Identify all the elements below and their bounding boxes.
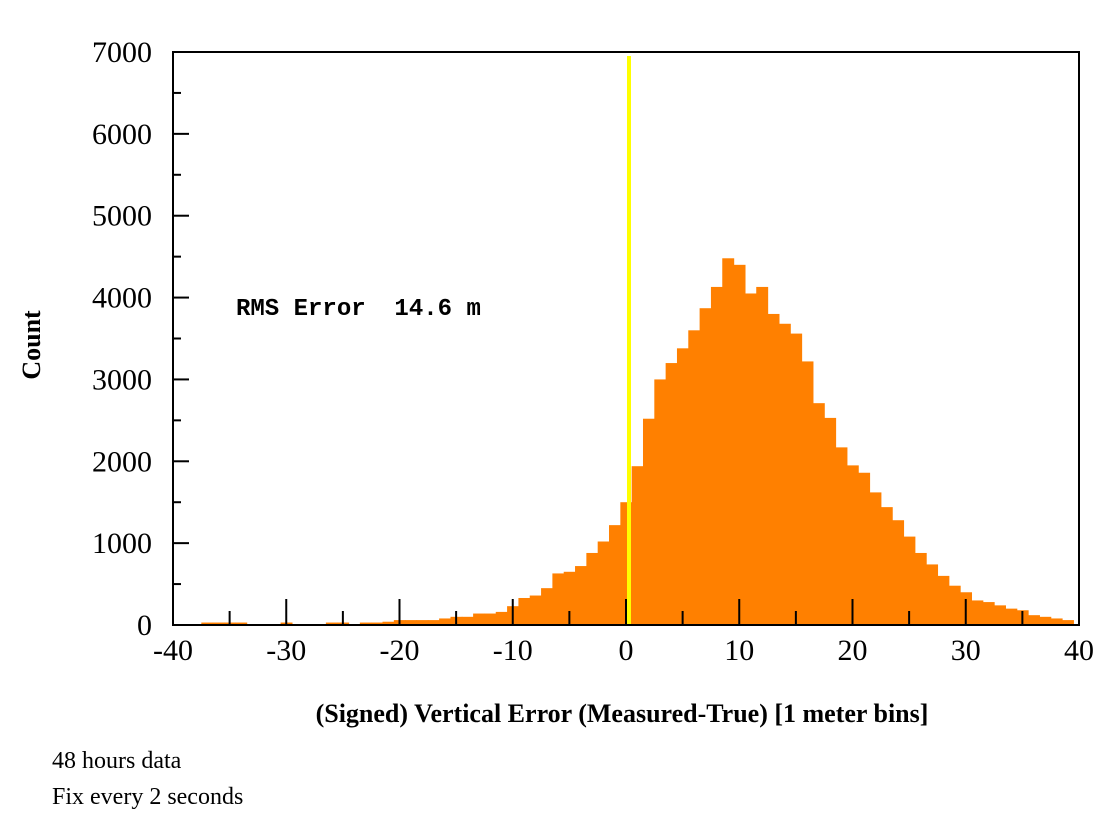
- histogram-bar: [937, 575, 950, 625]
- y-axis-title: Count: [17, 310, 46, 380]
- histogram-bar: [858, 472, 871, 625]
- histogram-bar: [529, 595, 542, 625]
- histogram-bar: [439, 618, 452, 625]
- histogram-bar: [427, 620, 440, 625]
- histogram-bar: [676, 348, 689, 625]
- histogram-bar: [484, 613, 497, 625]
- x-axis-title: (Signed) Vertical Error (Measured-True) …: [316, 699, 929, 728]
- histogram-bar: [473, 613, 486, 625]
- y-tick-label: 2000: [92, 445, 152, 478]
- histogram-bar: [869, 492, 882, 625]
- histogram-bar: [710, 286, 723, 625]
- histogram-bar: [835, 447, 848, 625]
- y-tick-label: 1000: [92, 527, 152, 560]
- x-tick-label: 40: [1064, 634, 1094, 667]
- x-tick-label: -30: [266, 634, 306, 667]
- histogram-bar: [359, 622, 372, 625]
- histogram-bar: [495, 611, 508, 625]
- x-tick-label: -40: [153, 634, 193, 667]
- histogram-bar: [1028, 615, 1040, 625]
- histogram-bar: [699, 308, 712, 625]
- x-tick-label: 0: [619, 634, 634, 667]
- y-tick-label: 5000: [92, 200, 152, 233]
- histogram-bar: [994, 605, 1006, 625]
- histogram-bar: [609, 525, 621, 625]
- histogram-bar: [756, 286, 769, 625]
- histogram-bar: [586, 552, 599, 625]
- histogram-bar: [744, 293, 757, 625]
- histogram-bar: [926, 564, 939, 625]
- histogram-bar: [801, 361, 814, 625]
- histogram-bar: [371, 622, 384, 625]
- histogram-bar: [948, 585, 961, 625]
- histogram-bar: [778, 323, 791, 625]
- histogram-bar: [201, 622, 214, 625]
- x-tick-label: 20: [838, 634, 868, 667]
- x-tick-label: -20: [380, 634, 420, 667]
- histogram-bar: [914, 552, 927, 625]
- y-tick-label: 4000: [92, 282, 152, 315]
- x-tick-label: -10: [493, 634, 533, 667]
- y-tick-label: 7000: [92, 36, 152, 69]
- note-duration: 48 hours data: [52, 748, 182, 774]
- x-tick-label: 30: [951, 634, 981, 667]
- histogram-bar: [325, 622, 338, 625]
- histogram-bar: [1062, 620, 1074, 625]
- histogram-bar: [518, 597, 531, 625]
- histogram-bar: [597, 541, 610, 625]
- histogram-bar: [654, 379, 667, 625]
- y-tick-label: 0: [137, 609, 152, 642]
- histogram-bar: [563, 571, 576, 625]
- histogram-bar: [892, 520, 905, 625]
- y-tick-label: 6000: [92, 118, 152, 151]
- histogram-bar: [552, 573, 565, 625]
- histogram-bar: [812, 403, 825, 625]
- histogram-bar: [1050, 618, 1063, 625]
- ticks-group: [172, 51, 1080, 626]
- histogram-bar: [824, 417, 837, 625]
- histogram-bar: [620, 502, 633, 625]
- histogram-bar: [767, 313, 780, 625]
- histogram-bar: [971, 600, 984, 625]
- histogram-bar: [575, 566, 587, 625]
- histogram-bar: [733, 264, 746, 625]
- histogram-bar: [642, 418, 655, 625]
- histogram-bar: [982, 602, 995, 625]
- histogram-bar: [722, 258, 735, 625]
- histogram-bar: [416, 620, 429, 625]
- histogram-bar: [846, 465, 859, 625]
- bars-group: [201, 258, 1074, 625]
- histogram-bar: [688, 330, 701, 625]
- histogram-bar: [631, 466, 644, 625]
- histogram-bar: [212, 622, 225, 625]
- histogram-bar: [405, 620, 418, 625]
- tick-labels-group: -40 -30 -20 -10 0 10 20 30 40 0 1000 2000 3000 4000 50…: [92, 36, 1094, 667]
- histogram-bar: [880, 507, 893, 625]
- histogram-bar: [1005, 608, 1018, 625]
- histogram-bar: [665, 363, 678, 625]
- x-tick-label: 10: [724, 634, 754, 667]
- histogram-bar: [461, 616, 474, 625]
- histogram-bar: [1039, 616, 1052, 625]
- note-fix-rate: Fix every 2 seconds: [52, 784, 244, 810]
- histogram-bar: [903, 536, 916, 625]
- histogram-bar: [541, 588, 553, 625]
- rms-error-annotation: RMS Error 14.6 m: [236, 296, 481, 323]
- histogram-bar: [382, 621, 395, 625]
- histogram-bar: [235, 622, 248, 625]
- histogram-bar: [790, 333, 803, 625]
- y-tick-label: 3000: [92, 363, 152, 396]
